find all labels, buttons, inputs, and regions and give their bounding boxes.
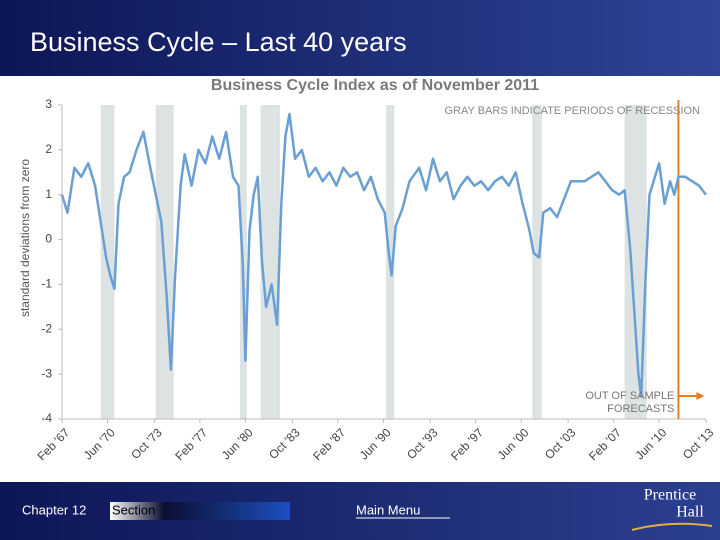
y-tick-label: 0 bbox=[45, 232, 52, 246]
annotation: OUT OF SAMPLE bbox=[585, 390, 674, 402]
y-tick-label: -1 bbox=[41, 277, 52, 291]
main-menu-link[interactable]: Main Menu bbox=[356, 502, 420, 517]
logo-swoosh bbox=[631, 522, 713, 531]
section-box bbox=[110, 502, 290, 520]
y-tick-label: 2 bbox=[45, 142, 52, 156]
chart-title: Business Cycle Index as of November 2011 bbox=[211, 77, 539, 94]
logo-line: Prentice bbox=[644, 487, 696, 504]
recession-bar bbox=[260, 105, 280, 419]
y-tick-label: 1 bbox=[45, 187, 52, 201]
y-tick-label: 3 bbox=[45, 97, 52, 111]
header-bar bbox=[0, 0, 720, 76]
recession-bar bbox=[532, 105, 542, 419]
annotation: FORECASTS bbox=[607, 403, 674, 415]
forecast-arrowhead bbox=[696, 392, 705, 400]
y-tick-label: -3 bbox=[41, 366, 52, 380]
slide-title: Business Cycle – Last 40 years bbox=[30, 27, 407, 57]
section-link[interactable]: Section bbox=[112, 502, 155, 517]
logo-line: Hall bbox=[676, 504, 704, 521]
y-axis-label: standard deviations from zero bbox=[18, 159, 32, 317]
recession-bar bbox=[624, 105, 647, 419]
annotation: GRAY BARS INDICATE PERIODS OF RECESSION bbox=[445, 105, 701, 117]
index-line bbox=[60, 112, 707, 398]
y-tick-label: -4 bbox=[41, 411, 52, 425]
chapter-link[interactable]: Chapter 12 bbox=[22, 502, 86, 517]
y-tick-label: -2 bbox=[41, 321, 52, 335]
